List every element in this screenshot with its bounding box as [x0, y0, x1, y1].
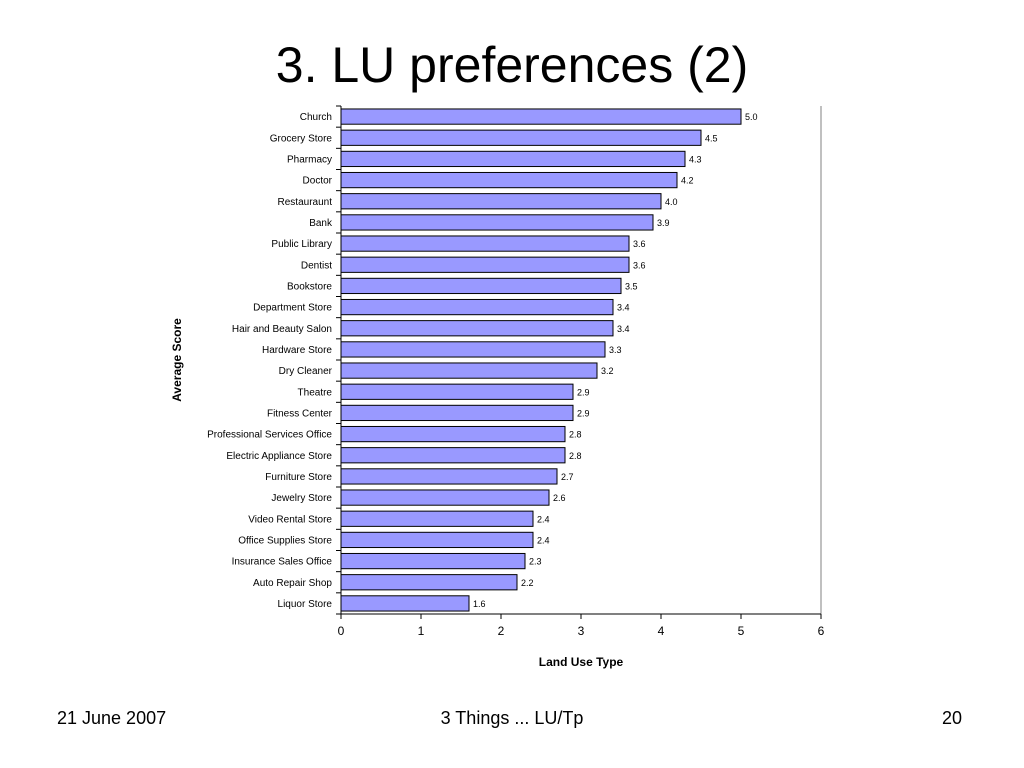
category-tick-label: Dry Cleaner	[279, 366, 333, 377]
x-axis-ticks: 0 1 2 3 4 5 6	[338, 614, 825, 638]
footer-center-text: 3 Things ... LU/Tp	[440, 708, 584, 728]
category-tick-label: Professional Services Office	[207, 430, 332, 441]
category-tick-label: Liquor Store	[278, 599, 333, 610]
bar	[340, 552, 526, 570]
bar-data-label: 3.4	[617, 303, 630, 313]
bar-data-label: 3.3	[609, 345, 622, 355]
footer-date: 21 June 2007	[57, 708, 167, 728]
bar	[340, 489, 550, 506]
bar-data-label: 2.8	[569, 430, 582, 440]
y-axis-ticks: Church Grocery Store Pharmacy Doctor Restaur…	[207, 105, 341, 615]
bar	[340, 214, 654, 231]
bar	[340, 425, 566, 443]
bar-data-label: 3.2	[601, 366, 614, 376]
bar-data-label: 2.3	[529, 557, 542, 567]
x-tick-label: 5	[738, 624, 745, 638]
bar	[340, 531, 534, 549]
bar-data-label: 4.5	[705, 133, 718, 143]
bar	[340, 277, 622, 295]
bar-data-label: 1.6	[473, 599, 486, 609]
bar	[340, 574, 518, 591]
category-tick-label: Insurance Sales Office	[232, 557, 333, 568]
x-tick-label: 1	[418, 624, 425, 638]
bar	[340, 341, 606, 358]
category-tick-label: Video Rental Store	[248, 514, 332, 525]
bar	[340, 108, 742, 125]
category-tick-label: Hardware Store	[262, 345, 332, 356]
bar-data-label: 3.6	[633, 260, 646, 270]
category-tick-label: Bank	[309, 218, 333, 229]
x-tick-label: 3	[578, 624, 585, 638]
bar-data-label: 4.0	[665, 197, 678, 207]
category-tick-label: Dentist	[301, 260, 332, 271]
category-tick-label: Pharmacy	[287, 154, 332, 165]
bar-data-label: 2.9	[577, 408, 590, 418]
category-tick-label: Hair and Beauty Salon	[232, 324, 332, 335]
bar	[340, 320, 614, 337]
x-tick-label: 2	[498, 624, 505, 638]
category-tick-label: Grocery Store	[270, 133, 333, 144]
category-tick-label: Office Supplies Store	[238, 535, 332, 546]
slide-title: 3. LU preferences (2)	[275, 37, 749, 93]
bar	[340, 595, 470, 612]
bar	[340, 129, 702, 146]
bar	[340, 193, 662, 210]
bar	[340, 404, 574, 422]
bar	[340, 468, 558, 485]
bar-data-label: 3.4	[617, 324, 630, 334]
bar-data-label: 2.4	[537, 514, 550, 524]
x-axis-title: Land Use Type	[539, 655, 624, 669]
bar-data-label: 2.2	[521, 578, 534, 588]
category-tick-label: Auto Repair Shop	[253, 578, 332, 589]
x-tick-label: 6	[818, 624, 825, 638]
bar	[340, 171, 678, 189]
bar-data-label: 3.9	[657, 218, 670, 228]
bar	[340, 447, 566, 464]
bar-data-label: 3.5	[625, 281, 638, 291]
bar	[340, 298, 614, 316]
bar	[340, 383, 574, 400]
bar-data-label: 3.6	[633, 239, 646, 249]
bar	[340, 256, 630, 273]
bar-data-label: 4.2	[681, 176, 694, 186]
category-tick-label: Doctor	[303, 176, 333, 187]
category-tick-label: Jewelry Store	[271, 493, 332, 504]
bar-data-label: 2.4	[537, 535, 550, 545]
bar	[340, 510, 534, 527]
bar-data-label: 2.8	[569, 451, 582, 461]
bars-layer: 5.0 4.5 4.3 4.2 4.0 3.9 3.6 3.6 3.5 3.4 3.4 3.3 3.2 2…	[340, 108, 758, 612]
bar-data-label: 2.9	[577, 387, 590, 397]
page-number: 20	[941, 708, 962, 728]
category-tick-label: Restauraunt	[278, 197, 333, 208]
bar-data-label: 4.3	[689, 154, 702, 164]
x-tick-label: 0	[338, 624, 345, 638]
x-tick-label: 4	[658, 624, 665, 638]
bar	[340, 362, 598, 379]
bar	[340, 235, 630, 252]
category-tick-label: Department Store	[253, 303, 332, 314]
category-tick-label: Bookstore	[287, 281, 332, 292]
bar	[340, 150, 686, 168]
category-tick-label: Church	[300, 112, 332, 123]
y-axis-title: Average Score	[170, 318, 184, 402]
category-tick-label: Furniture Store	[265, 472, 332, 483]
category-tick-label: Electric Appliance Store	[226, 451, 332, 462]
category-tick-label: Public Library	[271, 239, 332, 250]
category-tick-label: Fitness Center	[267, 408, 333, 419]
category-tick-label: Theatre	[298, 387, 333, 398]
bar-data-label: 2.7	[561, 472, 574, 482]
bar-data-label: 2.6	[553, 493, 566, 503]
bar-data-label: 5.0	[745, 112, 758, 122]
